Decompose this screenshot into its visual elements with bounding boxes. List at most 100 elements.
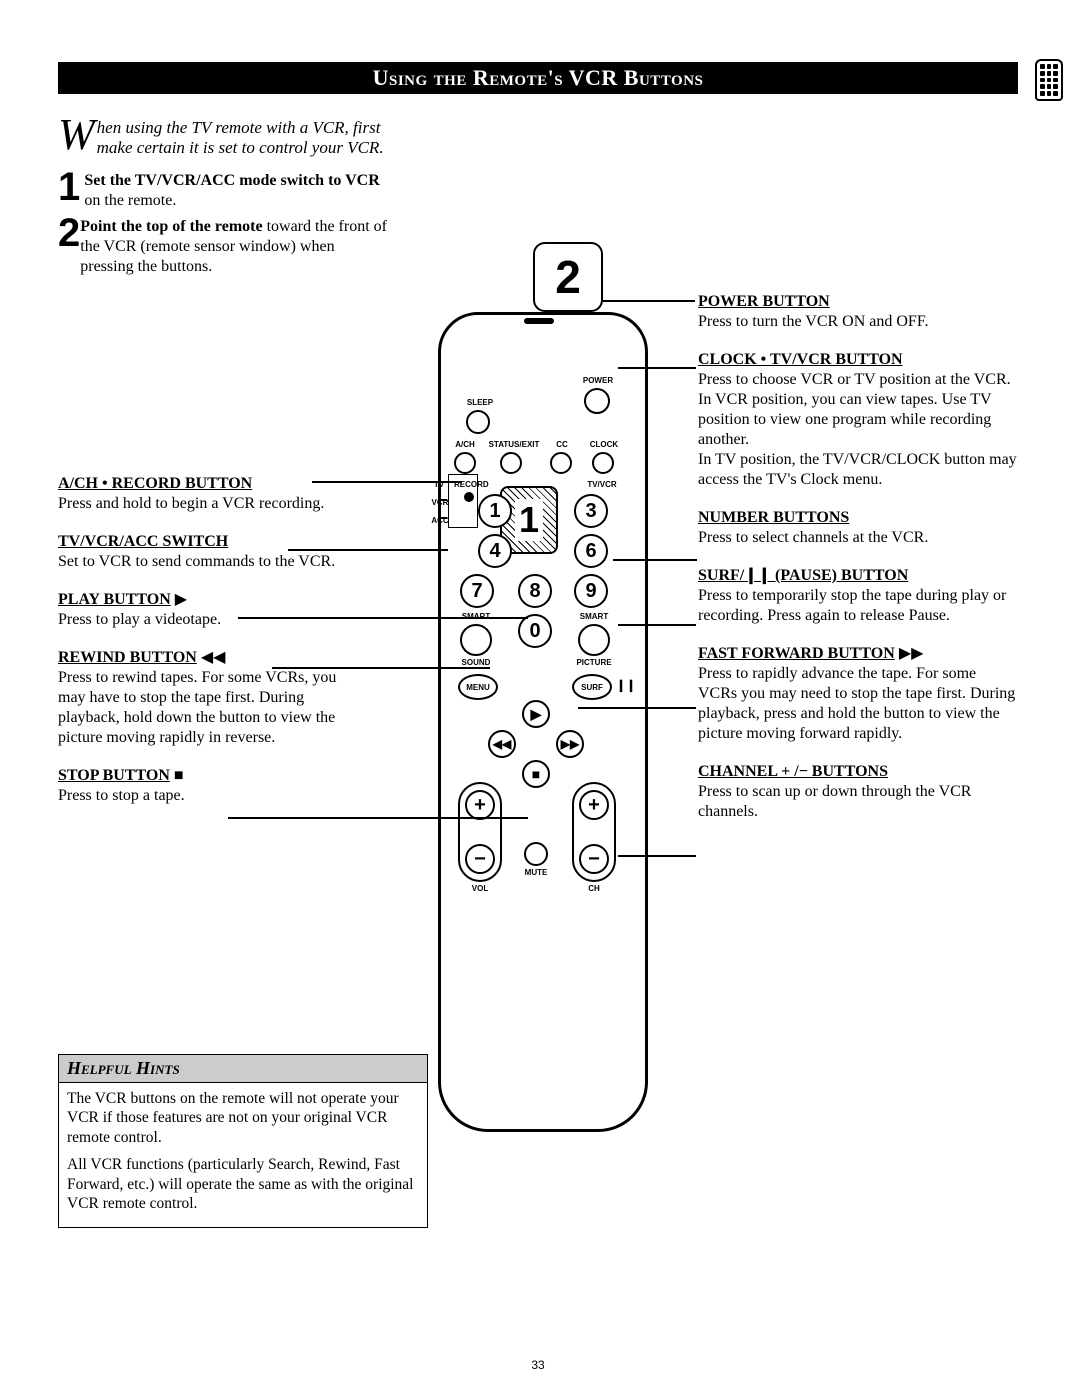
callout-body: Press to turn the VCR ON and OFF. <box>698 313 928 330</box>
intro-paragraph: When using the TV remote with a VCR, fir… <box>58 118 388 159</box>
callout-title: FAST FORWARD BUTTON <box>698 645 895 662</box>
label-clock: CLOCK <box>584 440 624 449</box>
cc-button <box>550 452 572 474</box>
step-number: 1 <box>58 169 84 211</box>
mute-button <box>524 842 548 866</box>
number-button-9: 9 <box>574 574 608 608</box>
label-power: POWER <box>578 376 618 385</box>
number-button-0: 0 <box>518 614 552 648</box>
number-button-8: 8 <box>518 574 552 608</box>
leader-line <box>288 549 448 551</box>
remote-thumbnail-icon <box>1035 59 1063 101</box>
callout-ach-record: A/CH • RECORD BUTTON Press and hold to b… <box>58 474 353 514</box>
label-sound: SOUND <box>456 658 496 667</box>
leader-line <box>613 559 697 561</box>
label-tvvcr: TV/VCR <box>582 480 622 489</box>
label-sleep: SLEEP <box>460 398 500 407</box>
callout-title: POWER BUTTON <box>698 293 830 310</box>
volume-rocker: + − <box>458 782 502 882</box>
helpful-hints-box: Helpful Hints The VCR buttons on the rem… <box>58 1054 428 1228</box>
label-mute: MUTE <box>518 868 554 877</box>
page-number: 33 <box>58 1358 1018 1372</box>
stop-button: ■ <box>522 760 550 788</box>
callout-rewind: REWIND BUTTON ◀◀ Press to rewind tapes. … <box>58 648 353 748</box>
clock-button <box>592 452 614 474</box>
label-smart-right: SMART <box>574 612 614 621</box>
leader-line <box>603 300 695 302</box>
play-icon: ▶ <box>175 591 187 608</box>
channel-down-button: − <box>579 844 609 874</box>
callout-title: REWIND BUTTON <box>58 649 197 666</box>
status-exit-button <box>500 452 522 474</box>
record-dot-icon <box>464 492 474 502</box>
label-ch: CH <box>572 884 616 893</box>
label-status-exit: STATUS/EXIT <box>484 440 544 449</box>
callout-body: Press and hold to begin a VCR recording. <box>58 495 324 512</box>
ir-window-icon <box>524 318 554 324</box>
leader-line <box>272 667 490 669</box>
callout-play: PLAY BUTTON ▶ Press to play a videotape. <box>58 590 353 630</box>
menu-button: MENU <box>458 674 498 700</box>
callout-title: PLAY BUTTON <box>58 591 171 608</box>
label-picture: PICTURE <box>570 658 618 667</box>
rewind-icon: ◀◀ <box>201 649 226 666</box>
callout-title: A/CH • RECORD BUTTON <box>58 475 252 492</box>
fast-forward-button: ▶▶ <box>556 730 584 758</box>
callout-number: NUMBER BUTTONS Press to select channels … <box>698 508 1018 548</box>
volume-up-button: + <box>465 790 495 820</box>
callout-power: POWER BUTTON Press to turn the VCR ON an… <box>698 292 1018 332</box>
number-button-4: 4 <box>478 534 512 568</box>
page-title: Using the Remote's VCR Buttons <box>58 62 1018 94</box>
rewind-button: ◀◀ <box>488 730 516 758</box>
leader-line <box>312 481 462 483</box>
callout-clock-tvvcr: CLOCK • TV/VCR BUTTON Press to choose VC… <box>698 350 1018 490</box>
callout-surf-pause: SURF/❙❙ (PAUSE) BUTTON Press to temporar… <box>698 566 1018 626</box>
callout-body: Press to scan up or down through the VCR… <box>698 783 971 820</box>
helpful-hints-title: Helpful Hints <box>59 1055 427 1083</box>
leader-line <box>618 367 696 369</box>
callout-body: Set to VCR to send commands to the VCR. <box>58 553 335 570</box>
step-2-bold: Point the top of the remote <box>80 218 262 235</box>
hint-paragraph-2: All VCR functions (particularly Search, … <box>67 1155 419 1213</box>
callout-body: Press to rapidly advance the tape. For s… <box>698 665 1015 742</box>
number-button-1: 1 <box>478 494 512 528</box>
leader-line <box>618 855 696 857</box>
callout-tvvcracc-switch: TV/VCR/ACC SWITCH Set to VCR to send com… <box>58 532 353 572</box>
callout-title: CHANNEL + /− BUTTONS <box>698 763 888 780</box>
callout-title: CLOCK • TV/VCR BUTTON <box>698 351 903 368</box>
callout-channel: CHANNEL + /− BUTTONS Press to scan up or… <box>698 762 1018 822</box>
smart-picture-button <box>578 624 610 656</box>
number-button-7: 7 <box>460 574 494 608</box>
callout-stop: STOP BUTTON ■ Press to stop a tape. <box>58 766 353 806</box>
label-vol: VOL <box>458 884 502 893</box>
stop-icon: ■ <box>174 767 184 784</box>
fast-forward-icon: ▶▶ <box>899 645 924 662</box>
play-button: ▶ <box>522 700 550 728</box>
number-button-3: 3 <box>574 494 608 528</box>
callout-body: Press to choose VCR or TV position at th… <box>698 371 1011 448</box>
callout-title: NUMBER BUTTONS <box>698 509 849 526</box>
callout-body: Press to select channels at the VCR. <box>698 529 928 546</box>
intro-text: hen using the TV remote with a VCR, firs… <box>97 118 384 157</box>
label-ach: A/CH <box>450 440 480 449</box>
callout-body: Press to rewind tapes. For some VCRs, yo… <box>58 669 336 746</box>
leader-line <box>578 707 696 709</box>
callout-title: STOP BUTTON <box>58 767 170 784</box>
step-number: 2 <box>58 215 80 277</box>
hint-paragraph-1: The VCR buttons on the remote will not o… <box>67 1089 419 1147</box>
channel-up-button: + <box>579 790 609 820</box>
dropcap: W <box>58 118 97 152</box>
remote-diagram: 2 POWER SLEEP A/CH STATUS/EXIT CC CLOCK … <box>428 292 678 1152</box>
step-1: 1 Set the TV/VCR/ACC mode switch to VCR … <box>58 169 388 211</box>
step-1-bold: Set the TV/VCR/ACC mode switch to VCR <box>84 172 379 189</box>
callout-body: Press to temporarily stop the tape durin… <box>698 587 1006 624</box>
pause-icon: ❙❙ <box>616 678 636 692</box>
callout-fast-forward: FAST FORWARD BUTTON ▶▶ Press to rapidly … <box>698 644 1018 744</box>
step-1-rest: on the remote. <box>84 192 176 209</box>
volume-down-button: − <box>465 844 495 874</box>
step-2: 2 Point the top of the remote toward the… <box>58 215 388 277</box>
channel-rocker: + − <box>572 782 616 882</box>
label-cc: CC <box>550 440 574 449</box>
ach-button <box>454 452 476 474</box>
callout-body: Press to stop a tape. <box>58 787 185 804</box>
